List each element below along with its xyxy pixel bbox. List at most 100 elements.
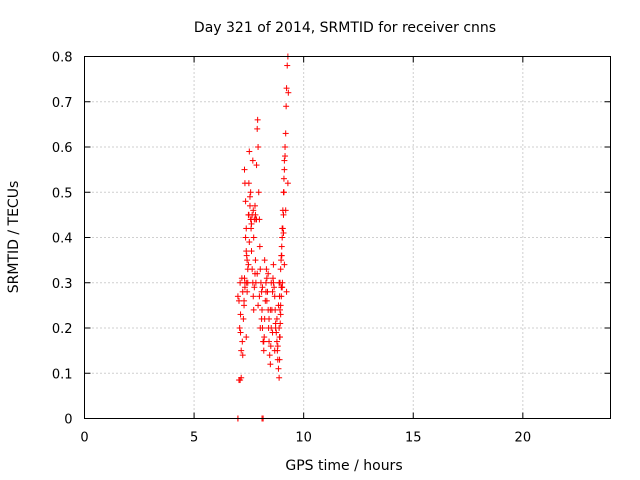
- data-point: [282, 144, 289, 150]
- data-point: [247, 189, 254, 196]
- x-tick-label: 0: [80, 431, 88, 446]
- data-point: [243, 225, 250, 232]
- data-point: [267, 306, 274, 313]
- data-point: [283, 103, 290, 110]
- plot-frame: [84, 56, 611, 419]
- data-point: [277, 311, 284, 318]
- data-point: [249, 157, 256, 164]
- data-point: [278, 257, 285, 264]
- data-point: [271, 347, 278, 354]
- data-point: [251, 284, 258, 291]
- data-point: [273, 315, 280, 322]
- data-point: [257, 325, 264, 331]
- data-point: [254, 125, 261, 132]
- data-point: [237, 329, 244, 336]
- data-point: [260, 347, 267, 354]
- data-point: [250, 234, 257, 241]
- data-point: [276, 325, 283, 331]
- data-point: [278, 293, 285, 300]
- y-tick-label: 0.6: [52, 141, 73, 156]
- data-point: [254, 116, 261, 123]
- data-point: [252, 279, 259, 286]
- x-tick-label: 20: [515, 431, 532, 446]
- data-point: [257, 266, 264, 273]
- data-point: [263, 297, 270, 304]
- data-point: [276, 356, 283, 363]
- data-point: [282, 153, 289, 160]
- data-point: [276, 374, 283, 381]
- data-point: [269, 288, 276, 295]
- data-point: [252, 202, 259, 209]
- y-tick-label: 0: [64, 413, 72, 428]
- data-point: [255, 302, 262, 309]
- data-point: [236, 325, 243, 331]
- axis-ticks: 0 0.1 0.2 0.3 0.4 0.5 0.6 0.7 0.8 0 5 10 15 20: [52, 51, 611, 446]
- data-point: [259, 306, 266, 313]
- data-point: [267, 361, 274, 368]
- data-point: [234, 293, 241, 300]
- data-point: [238, 347, 245, 354]
- data-point: [283, 85, 290, 92]
- data-point: [261, 257, 268, 264]
- data-point: [239, 352, 246, 359]
- data-point: [255, 144, 262, 150]
- data-point: [241, 297, 248, 304]
- data-point: [250, 207, 257, 214]
- data-point: [257, 279, 264, 286]
- data-point: [266, 338, 273, 345]
- data-point: [266, 352, 273, 359]
- data-point: [241, 180, 248, 187]
- data-point: [273, 338, 280, 345]
- data-point: [258, 315, 265, 322]
- data-point: [254, 270, 261, 277]
- data-point: [249, 266, 256, 273]
- data-point: [253, 162, 260, 169]
- x-tick-label: 5: [190, 431, 198, 446]
- data-point: [284, 180, 291, 187]
- data-point: [281, 261, 288, 268]
- data-point: [250, 293, 257, 300]
- data-point: [246, 193, 253, 200]
- data-point: [243, 252, 250, 259]
- data-point: [270, 261, 277, 268]
- data-point: [274, 343, 281, 350]
- data-point: [245, 261, 252, 268]
- data-point: [277, 320, 284, 327]
- data-point: [252, 211, 259, 218]
- data-point: [280, 211, 287, 218]
- data-point: [265, 270, 272, 277]
- data-point: [253, 216, 260, 223]
- data-point: [266, 315, 273, 322]
- data-point: [276, 306, 283, 313]
- data-point: [237, 311, 244, 318]
- data-point: [277, 266, 284, 273]
- data-point: [240, 315, 247, 322]
- data-point: [250, 306, 257, 313]
- y-tick-label: 0.2: [52, 322, 73, 337]
- data-point: [281, 166, 288, 173]
- data-point: [269, 329, 276, 336]
- data-point: [236, 297, 243, 304]
- grid-lines: [84, 56, 611, 419]
- data-point: [242, 234, 249, 241]
- y-tick-label: 0.1: [52, 367, 73, 382]
- x-axis-label: GPS time / hours: [285, 458, 402, 474]
- data-point: [246, 239, 253, 246]
- data-point: [280, 229, 287, 236]
- data-point: [260, 338, 267, 345]
- x-tick-label: 15: [405, 431, 422, 446]
- data-point: [246, 202, 253, 209]
- data-point: [282, 207, 289, 214]
- data-point: [262, 288, 269, 295]
- data-point: [278, 243, 285, 250]
- data-point: [279, 279, 286, 286]
- y-tick-label: 0.3: [52, 277, 73, 292]
- data-point: [276, 334, 283, 341]
- data-point: [279, 225, 286, 232]
- chart-title: Day 321 of 2014, SRMTID for receiver cnn…: [194, 20, 496, 36]
- data-point: [246, 148, 253, 155]
- data-point: [263, 275, 270, 282]
- data-point: [277, 302, 284, 309]
- data-point: [255, 189, 262, 196]
